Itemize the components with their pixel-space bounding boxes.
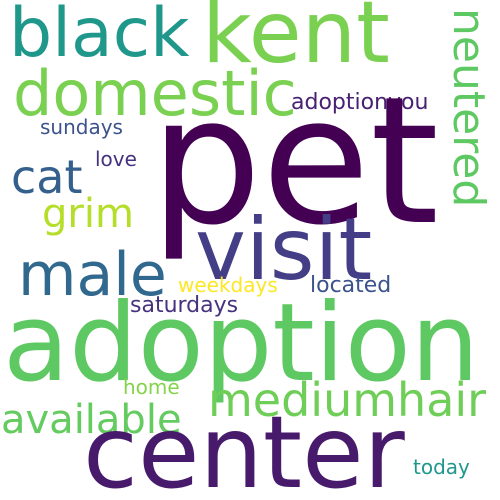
word-mediumhair: mediumhair — [208, 373, 487, 427]
word-center: center — [83, 394, 405, 500]
word-kent: kent — [202, 0, 390, 83]
word-pet: pet — [150, 59, 440, 264]
word-neutered: neutered — [443, 8, 494, 208]
word-today: today — [413, 455, 470, 479]
word-adoption: adoption — [3, 281, 480, 406]
word-grim: grim — [42, 191, 134, 237]
word-sundays: sundays — [40, 115, 123, 139]
word-visit: visit — [195, 200, 373, 300]
word-adoptionyou: adoptionyou — [291, 90, 429, 115]
word-black: black — [9, 0, 190, 73]
word-home: home — [123, 375, 180, 399]
word-cat: cat — [11, 150, 83, 204]
word-love: love — [95, 147, 137, 171]
word-saturdays: saturdays — [130, 293, 239, 318]
word-weekdays: weekdays — [178, 273, 278, 297]
word-male: male — [18, 240, 167, 310]
word-domestic: domestic — [13, 57, 297, 130]
word-available: available — [1, 397, 182, 443]
word-located: located — [310, 273, 392, 298]
